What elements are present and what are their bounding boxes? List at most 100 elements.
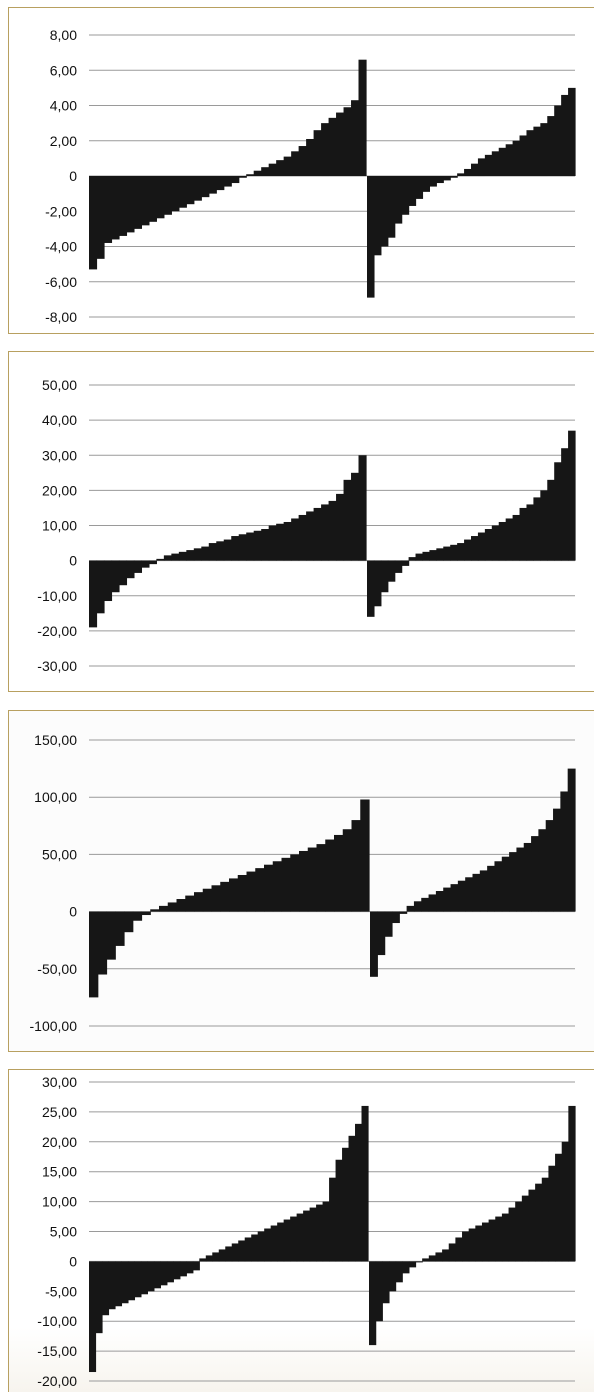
y-tick-label: 8,00 bbox=[50, 27, 77, 43]
bar-series-1 bbox=[247, 872, 256, 912]
y-tick-label: -8,00 bbox=[45, 309, 77, 325]
bar-series-1 bbox=[180, 1261, 187, 1276]
bar-series-2 bbox=[554, 462, 562, 560]
bar-series-1 bbox=[119, 176, 127, 236]
bar-series-1 bbox=[291, 151, 299, 176]
bar-series-1 bbox=[212, 885, 221, 911]
bar-series-2 bbox=[546, 820, 554, 912]
bar-series-2 bbox=[562, 1142, 569, 1262]
bar-series-1 bbox=[314, 508, 322, 561]
y-tick-label: -6,00 bbox=[45, 274, 77, 290]
bar-series-2 bbox=[471, 536, 479, 561]
y-tick-label: 50,00 bbox=[42, 846, 77, 862]
bar-series-1 bbox=[164, 555, 172, 560]
bar-series-2 bbox=[395, 561, 403, 573]
bar-series-1 bbox=[89, 912, 98, 998]
bar-series-1 bbox=[141, 1261, 148, 1294]
bar-series-2 bbox=[561, 95, 569, 176]
bar-series-2 bbox=[513, 141, 521, 176]
bar-series-1 bbox=[290, 1217, 297, 1262]
bar-series-1 bbox=[325, 840, 334, 912]
y-tick-label: 20,00 bbox=[42, 1134, 77, 1150]
bar-series-1 bbox=[115, 912, 124, 946]
bar-series-2 bbox=[374, 176, 382, 255]
bar-series-1 bbox=[219, 1249, 226, 1261]
bar-series-2 bbox=[538, 829, 546, 911]
bar-series-1 bbox=[201, 176, 209, 197]
bar-series-2 bbox=[435, 1252, 442, 1261]
bar-series-2 bbox=[465, 877, 473, 911]
bar-series-2 bbox=[526, 130, 534, 176]
bar-series-2 bbox=[443, 888, 451, 912]
bar-series-1 bbox=[254, 171, 262, 176]
y-tick-label: 30,00 bbox=[42, 1074, 77, 1090]
bar-series-2 bbox=[367, 176, 375, 298]
bar-series-2 bbox=[450, 176, 458, 178]
y-tick-label: 10,00 bbox=[42, 518, 77, 534]
bar-series-1 bbox=[231, 176, 239, 183]
bar-series-1 bbox=[277, 1223, 284, 1262]
y-tick-label: 0 bbox=[69, 553, 77, 569]
bar-series-2 bbox=[520, 508, 528, 561]
bar-series-1 bbox=[269, 526, 277, 561]
bar-series-2 bbox=[471, 164, 479, 176]
bar-series-1 bbox=[186, 176, 194, 204]
bar-series-2 bbox=[436, 176, 444, 183]
bar-series-1 bbox=[343, 829, 352, 911]
y-tick-label: 25,00 bbox=[42, 1104, 77, 1120]
bar-series-2 bbox=[502, 1214, 509, 1262]
bar-series-1 bbox=[299, 515, 307, 561]
bar-series-1 bbox=[111, 176, 119, 239]
bar-series-1 bbox=[164, 176, 172, 215]
y-tick-label: -100,00 bbox=[30, 1018, 78, 1034]
bar-series-1 bbox=[261, 529, 269, 561]
bar-series-1 bbox=[297, 1214, 304, 1262]
bar-series-1 bbox=[229, 878, 238, 911]
bar-series-1 bbox=[171, 554, 179, 561]
bar-series-2 bbox=[485, 155, 493, 176]
bar-series-1 bbox=[306, 511, 314, 560]
bar-series-2 bbox=[449, 1243, 456, 1261]
bar-series-2 bbox=[524, 843, 532, 912]
bar-series-1 bbox=[344, 480, 352, 561]
bar-series-1 bbox=[185, 896, 194, 912]
bar-series-1 bbox=[220, 882, 229, 912]
bar-series-2 bbox=[533, 497, 541, 560]
bar-series-1 bbox=[160, 1261, 167, 1285]
y-tick-label: -10,00 bbox=[37, 588, 77, 604]
bar-series-1 bbox=[329, 118, 337, 176]
bar-series-2 bbox=[464, 169, 472, 176]
bar-series-1 bbox=[126, 561, 134, 579]
bar-series-2 bbox=[547, 116, 555, 176]
bar-series-1 bbox=[360, 799, 369, 911]
y-tick-label: 50,00 bbox=[42, 377, 77, 393]
bar-series-1 bbox=[308, 848, 317, 912]
bar-series-2 bbox=[487, 866, 495, 912]
y-tick-label: 40,00 bbox=[42, 412, 77, 428]
bar-series-1 bbox=[186, 550, 194, 561]
bar-series-2 bbox=[388, 561, 396, 582]
y-tick-label: 6,00 bbox=[50, 62, 77, 78]
bar-series-2 bbox=[429, 176, 437, 187]
bar-series-1 bbox=[314, 130, 322, 176]
bar-series-1 bbox=[194, 548, 202, 560]
bar-series-2 bbox=[522, 1196, 529, 1262]
bar-series-2 bbox=[462, 1232, 469, 1262]
bar-series-2 bbox=[494, 861, 502, 911]
bar-series-1 bbox=[349, 1136, 356, 1262]
bar-series-1 bbox=[351, 100, 359, 176]
bar-series-2 bbox=[416, 176, 424, 199]
bar-series-2 bbox=[421, 898, 429, 912]
bar-series-1 bbox=[362, 1106, 369, 1261]
bar-series-1 bbox=[232, 1243, 239, 1261]
bar-series-1 bbox=[264, 1229, 271, 1262]
bar-series-2 bbox=[416, 1261, 423, 1262]
bar-series-1 bbox=[224, 176, 232, 187]
chart-panel-3: 150,00 100,00 50,00 0 -50,00 -100,00 bbox=[8, 710, 594, 1052]
bar-series-2 bbox=[457, 173, 465, 176]
y-tick-label: -20,00 bbox=[37, 623, 77, 639]
bar-series-2 bbox=[409, 176, 417, 206]
chart-svg-4: 30,00 25,00 20,00 15,00 10,00 5,00 0 -5,00 -10,0… bbox=[9, 1070, 594, 1393]
bar-series-2 bbox=[407, 906, 415, 912]
y-tick-label: 20,00 bbox=[42, 482, 77, 498]
